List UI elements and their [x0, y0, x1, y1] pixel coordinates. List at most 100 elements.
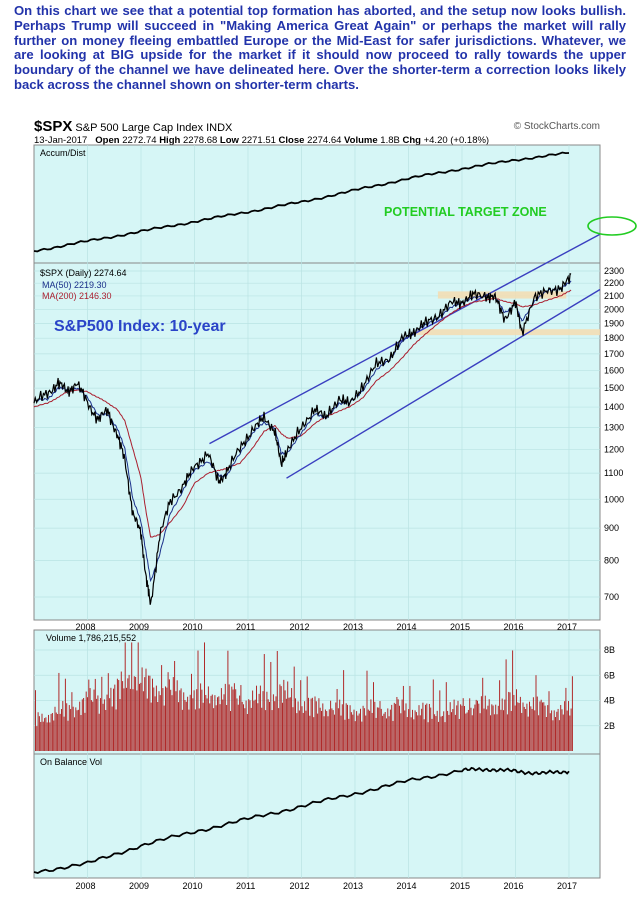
volume-bar [526, 703, 528, 751]
volume-bar [71, 692, 73, 751]
volume-bar [293, 666, 295, 751]
volume-bar [146, 698, 148, 751]
volume-bar [154, 696, 156, 751]
volume-bar [384, 711, 386, 751]
volume-bar [440, 716, 442, 751]
volume-bar [425, 704, 426, 751]
volume-bar [513, 694, 515, 751]
volume-bar [358, 713, 360, 751]
volume-bar [412, 709, 413, 751]
volume-bar [217, 697, 218, 751]
volume-bar [245, 700, 247, 751]
volume-bar [454, 714, 456, 751]
volume-bar [279, 684, 281, 751]
open-value: 2272.74 [122, 135, 157, 146]
volume-bar [382, 715, 384, 751]
volume-bar [274, 701, 276, 751]
volume-bar [291, 688, 293, 751]
volume-bar [85, 691, 87, 751]
volume-bar [500, 709, 502, 751]
volume-bar [491, 704, 493, 751]
volume-bar [244, 708, 246, 751]
volume-bar [389, 709, 391, 751]
volume-bar [263, 654, 265, 751]
y-tick-label: 2200 [604, 278, 624, 288]
volume-bar [300, 680, 302, 751]
volume-bar [375, 717, 377, 751]
obv-line [33, 766, 570, 874]
volume-bar [538, 715, 540, 751]
volume-bar [220, 688, 222, 751]
volume-bar [456, 705, 458, 751]
volume-bar [41, 713, 43, 751]
volume-bar [283, 679, 285, 751]
accum-dist-panel [33, 144, 601, 264]
volume-bar [76, 710, 78, 751]
volume-bar [200, 683, 202, 751]
legend-obv: On Balance Vol [40, 757, 102, 767]
volume-bar [198, 708, 200, 751]
volume-bar [562, 714, 564, 751]
volume-bar [48, 714, 49, 751]
volume-bar [517, 702, 519, 751]
volume-bar [561, 709, 563, 751]
volume-bar [54, 706, 56, 751]
volume-bar [475, 699, 477, 751]
volume-bar [336, 688, 338, 751]
x-tick-label: 2009 [129, 622, 149, 632]
volume-bar [38, 716, 40, 751]
volume-bar [527, 716, 529, 751]
volume-bar [131, 642, 133, 751]
volume-bar [379, 701, 381, 751]
volume-bar [516, 689, 517, 751]
volume-bar [508, 691, 510, 751]
volume-bar [444, 722, 446, 751]
volume-bar [149, 675, 151, 751]
volume-bar [276, 651, 278, 751]
volume-bar [83, 698, 85, 751]
target-zone-ellipse [587, 216, 637, 236]
chart-title-row: $SPX S&P 500 Large Cap Index INDX © Stoc… [34, 118, 600, 135]
volume-bar [129, 688, 131, 751]
index-annotation: S&P500 Index: 10-year [54, 318, 226, 335]
volume-bar [103, 699, 105, 751]
volume-bar [492, 705, 494, 751]
volume-bar [98, 713, 100, 751]
volume-bar [436, 710, 438, 751]
volume-bar [499, 680, 501, 751]
volume-bar [128, 674, 130, 751]
volume-bar [434, 714, 436, 751]
volume-bar [139, 683, 140, 751]
y-tick-label: 1600 [604, 365, 624, 375]
volume-bar [540, 699, 542, 751]
volume-bar [44, 718, 46, 751]
quote-row: 13-Jan-2017 Open 2272.74 High 2278.68 Lo… [34, 135, 490, 146]
volume-bar [570, 708, 572, 751]
volume-bar [127, 678, 129, 751]
volume-bar [306, 676, 308, 751]
quote-date: 13-Jan-2017 [34, 135, 88, 146]
volume-bar [376, 707, 378, 751]
volume-bar [152, 678, 153, 751]
volume-bar [270, 661, 272, 751]
volume-bar [236, 698, 238, 751]
volume-bar [237, 704, 239, 751]
volume-bar [175, 691, 177, 751]
y-tick-label: 1100 [604, 468, 623, 478]
volume-bar [370, 699, 372, 751]
y-tick-label: 1200 [604, 444, 624, 454]
volume-bar [443, 711, 445, 751]
volume-bar [140, 682, 142, 751]
volume-bar [219, 704, 221, 751]
volume-bar [305, 710, 307, 751]
volume-bar [122, 681, 124, 751]
volume-bar [457, 700, 459, 751]
volume-bar [439, 690, 441, 751]
volume-bar [132, 689, 134, 751]
volume-bar [566, 710, 568, 751]
volume-bar [275, 696, 277, 751]
y-tick-label: 1500 [604, 383, 624, 393]
volume-bar [196, 689, 198, 751]
volume-bar [328, 709, 330, 751]
volume-bar [178, 702, 179, 751]
